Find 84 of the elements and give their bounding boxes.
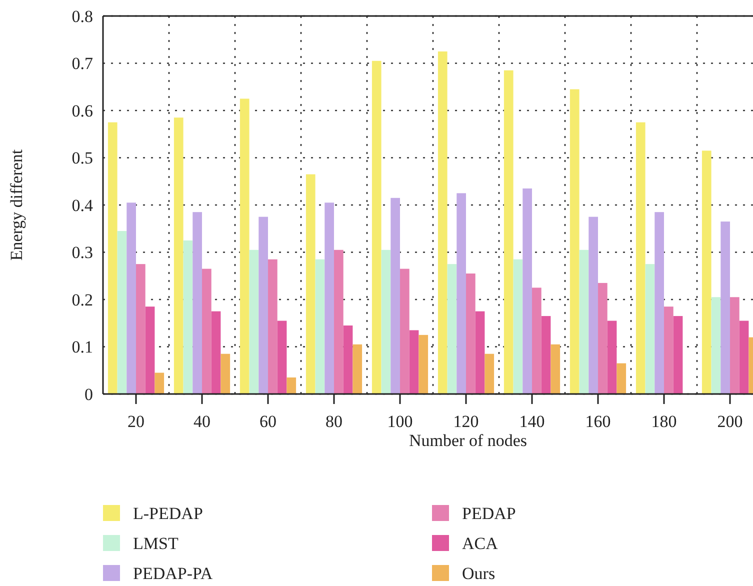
bar [570, 89, 580, 394]
legend-label: Ours [462, 564, 496, 583]
x-tick-label: 200 [717, 412, 743, 431]
bar [579, 250, 589, 394]
bar [249, 250, 259, 394]
bar [286, 377, 296, 394]
bar [324, 202, 334, 394]
bar [202, 268, 212, 394]
legend-label: PEDAP [462, 504, 516, 523]
bar [475, 311, 485, 394]
bar [136, 264, 146, 394]
bar [220, 354, 230, 394]
bar [258, 216, 268, 394]
bar [343, 325, 353, 394]
bar [108, 122, 118, 394]
y-tick-label: 0.1 [72, 338, 93, 357]
x-tick-label: 120 [453, 412, 479, 431]
x-tick-label: 100 [387, 412, 413, 431]
x-axis-title: Number of nodes [408, 431, 528, 450]
y-tick-label: 0.7 [72, 54, 94, 74]
y-tick-label: 0.6 [72, 101, 93, 120]
bar [372, 60, 382, 394]
bar [598, 282, 608, 394]
bar [664, 306, 674, 394]
y-tick-label: 0.5 [72, 148, 93, 168]
bar [720, 222, 730, 394]
y-axis-title: Energy different [7, 149, 26, 261]
bar [504, 70, 514, 394]
bar [616, 363, 626, 394]
bar [117, 230, 127, 394]
bar [126, 202, 136, 394]
bar [541, 316, 551, 394]
x-tick-label: 160 [585, 412, 611, 431]
y-tick-label: 0.8 [72, 6, 93, 26]
bar [409, 330, 419, 394]
bar [418, 334, 428, 394]
bar [183, 240, 193, 394]
legend-label: PEDAP-PA [133, 564, 214, 583]
bar [211, 311, 221, 394]
legend-label: LMST [133, 534, 179, 553]
bar [484, 354, 494, 394]
bar [654, 212, 664, 394]
legend-label: L-PEDAP [133, 504, 203, 523]
bar [730, 297, 740, 394]
bar [636, 122, 646, 394]
bar [306, 174, 316, 394]
bar [702, 150, 712, 394]
bar [466, 274, 476, 394]
x-tick-label: 40 [194, 412, 210, 431]
bar [154, 372, 164, 394]
bar [240, 98, 250, 394]
bar [513, 259, 523, 394]
x-tick-label: 140 [519, 412, 545, 431]
x-tick-label: 80 [326, 412, 342, 431]
bar [456, 193, 466, 394]
bar [607, 320, 617, 394]
bar [588, 216, 598, 394]
x-tick-label: 20 [128, 412, 144, 431]
bar [334, 250, 344, 394]
bar [711, 297, 721, 394]
bar [145, 306, 155, 394]
bar [174, 118, 184, 394]
y-tick-label: 0 [84, 384, 93, 404]
bar [438, 51, 448, 394]
legend-label: ACA [462, 534, 499, 553]
bar [381, 250, 391, 394]
y-tick-label: 0.3 [72, 243, 93, 262]
bar [315, 259, 325, 394]
bar [550, 344, 560, 394]
bar [400, 268, 410, 394]
bar [192, 212, 202, 394]
bar [277, 320, 287, 394]
bar [268, 259, 278, 394]
y-tick-label: 0.4 [72, 196, 94, 215]
x-tick-label: 180 [651, 412, 677, 431]
bar [645, 264, 655, 394]
bar [390, 198, 400, 394]
y-tick-label: 0.2 [72, 290, 93, 310]
bar [673, 316, 683, 394]
bar [532, 288, 542, 394]
bar [447, 264, 457, 394]
x-tick-label: 60 [260, 412, 276, 431]
bar [352, 344, 362, 394]
bar [522, 188, 532, 394]
